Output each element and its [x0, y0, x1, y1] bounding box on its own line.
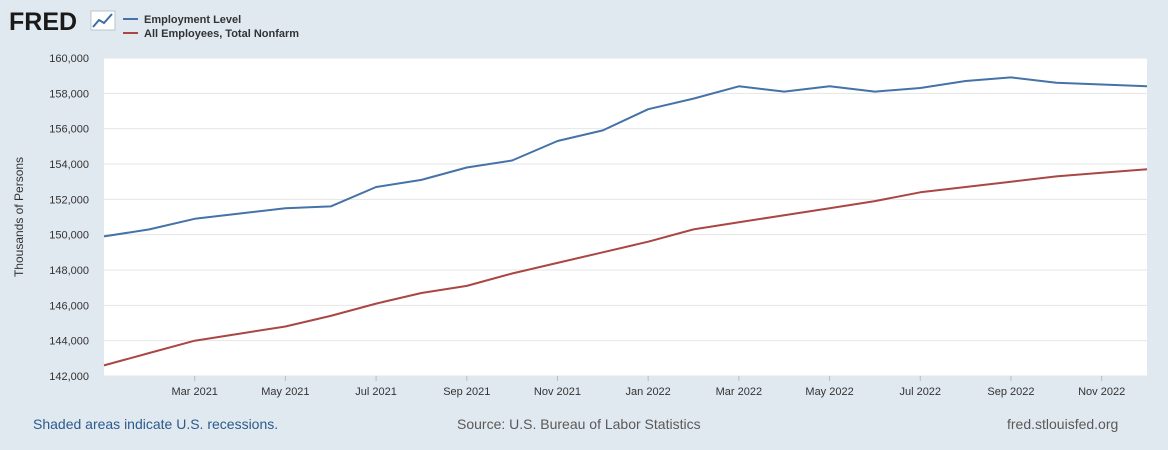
y-tick-label: 160,000 [49, 53, 89, 65]
series-line[interactable] [103, 168, 1148, 367]
y-tick-label: 152,000 [49, 194, 89, 206]
y-tick-label: 144,000 [49, 336, 89, 348]
x-tick-label: Jan 2022 [626, 386, 671, 398]
fred-logo-chart-icon [90, 10, 116, 31]
x-tick-label: Nov 2022 [1078, 386, 1125, 398]
x-tick-label: Sep 2022 [987, 386, 1034, 398]
x-tick-label: May 2022 [805, 386, 853, 398]
legend-label[interactable]: All Employees, Total Nonfarm [144, 28, 299, 40]
legend-label[interactable]: Employment Level [144, 14, 241, 26]
y-tick-label: 146,000 [49, 300, 89, 312]
series-lines [103, 76, 1148, 367]
x-tick-label: Jul 2022 [899, 386, 941, 398]
y-tick-label: 150,000 [49, 230, 89, 242]
y-axis-ticks: 142,000 144,000 146,000 148,000 150,000 152,0… [49, 53, 89, 383]
x-tick-label: May 2021 [261, 386, 309, 398]
y-tick-label: 148,000 [49, 265, 89, 277]
x-tick-label: Sep 2021 [443, 386, 490, 398]
legend: Employment Level All Employees, Total Non… [123, 14, 299, 40]
gridlines [104, 57, 1147, 377]
series-line[interactable] [103, 76, 1148, 238]
y-tick-label: 158,000 [49, 88, 89, 100]
x-tick-label: Mar 2021 [171, 386, 217, 398]
x-tick-label: Jul 2021 [355, 386, 397, 398]
recession-note[interactable]: Shaded areas indicate U.S. recessions. [33, 416, 279, 432]
fred-logo[interactable]: FRED [9, 8, 116, 36]
y-axis-label: Thousands of Persons [12, 157, 26, 277]
fred-url[interactable]: fred.stlouisfed.org [1007, 416, 1119, 432]
y-tick-label: 154,000 [49, 159, 89, 171]
fred-logo-text: FRED [9, 8, 77, 36]
x-axis-ticks: Mar 2021 May 2021 Jul 2021 Sep 2021 Nov 2021… [171, 376, 1125, 398]
x-tick-label: Nov 2021 [534, 386, 581, 398]
x-tick-label: Mar 2022 [716, 386, 762, 398]
y-tick-label: 156,000 [49, 124, 89, 136]
plot-area [104, 58, 1147, 376]
source-text: Source: U.S. Bureau of Labor Statistics [457, 416, 701, 432]
y-tick-label: 142,000 [49, 371, 89, 383]
